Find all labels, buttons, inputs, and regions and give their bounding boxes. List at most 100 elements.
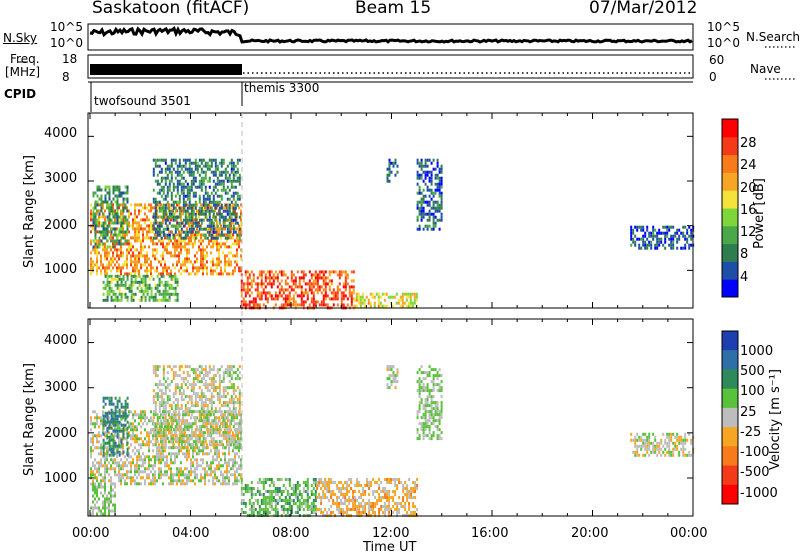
power-cell [423, 195, 425, 198]
velocity-cell [257, 490, 259, 493]
power-cell [205, 171, 207, 174]
power-cell [185, 204, 187, 207]
velocity-cell [161, 413, 163, 416]
power-cell [441, 213, 443, 216]
velocity-cell [150, 431, 152, 434]
power-cell [185, 186, 187, 189]
velocity-cell [127, 415, 129, 418]
velocity-cell [153, 413, 155, 416]
power-cell [107, 204, 109, 207]
velocity-cell [245, 511, 247, 514]
power-cell [102, 248, 104, 251]
velocity-cell [171, 440, 173, 443]
power-cell [105, 201, 107, 204]
velocity-cell [212, 455, 214, 458]
power-cell [230, 245, 232, 248]
power-cell [195, 216, 197, 219]
velocity-cell [184, 476, 186, 479]
velocity-cell [138, 467, 140, 470]
power-cell [195, 192, 197, 195]
power-cell [161, 159, 163, 162]
power-cell [189, 186, 191, 189]
velocity-cell [112, 510, 114, 513]
power-cell [165, 162, 167, 165]
velocity-cell [226, 461, 228, 464]
velocity-cell [221, 422, 223, 425]
power-cell [236, 227, 238, 230]
velocity-cell [148, 473, 150, 476]
power-cell [162, 245, 164, 248]
power-cell [161, 231, 163, 234]
nsky-trace [90, 29, 692, 43]
power-cell [433, 204, 435, 207]
velocity-cell [218, 467, 220, 470]
velocity-cell [200, 458, 202, 461]
power-cell [222, 272, 224, 275]
power-cell [117, 189, 119, 192]
power-cell [109, 290, 111, 293]
velocity-cell [229, 413, 231, 416]
velocity-cell [228, 461, 230, 464]
power-cell [325, 276, 327, 279]
power-cell [437, 159, 439, 162]
velocity-cell [102, 513, 104, 516]
power-cell [125, 240, 127, 243]
power-cell [166, 272, 168, 275]
velocity-cell [203, 437, 205, 440]
velocity-cell [175, 389, 177, 392]
power-cell [676, 232, 678, 235]
power-cell [331, 279, 333, 282]
power-cell [163, 204, 165, 207]
velocity-cell [230, 434, 232, 437]
power-cell [389, 162, 391, 165]
velocity-cell [132, 434, 134, 437]
power-cell [341, 297, 343, 300]
power-cell [217, 183, 219, 186]
velocity-cell [234, 479, 236, 482]
velocity-cell [154, 455, 156, 458]
velocity-cell [144, 410, 146, 413]
power-cell [143, 284, 145, 287]
velocity-cell [240, 416, 242, 419]
velocity-cell [214, 470, 216, 473]
power-cell [397, 165, 399, 168]
power-cell [191, 189, 193, 192]
velocity-cell [160, 419, 162, 422]
velocity-cell [188, 479, 190, 482]
power-cell [207, 225, 209, 228]
power-cell [166, 242, 168, 245]
power-cell [378, 293, 380, 296]
velocity-cell [102, 464, 104, 467]
velocity-cell [227, 434, 229, 437]
power-cell [171, 204, 173, 207]
power-cell [192, 245, 194, 248]
power-cell [202, 257, 204, 260]
velocity-cell [148, 476, 150, 479]
power-cell [267, 270, 269, 273]
power-cell [157, 183, 159, 186]
velocity-cell [113, 415, 115, 418]
power-cell [127, 225, 129, 228]
power-cell [132, 221, 134, 224]
velocity-cell [180, 482, 182, 485]
velocity-cell [221, 380, 223, 383]
power-cell [191, 213, 193, 216]
velocity-cell [183, 428, 185, 431]
power-cell [261, 270, 263, 273]
velocity-cell [171, 368, 173, 371]
power-cell [115, 284, 117, 287]
velocity-cell [102, 495, 104, 498]
power-cell [180, 242, 182, 245]
velocity-cell [180, 473, 182, 476]
velocity-cell [138, 422, 140, 425]
velocity-cell [171, 434, 173, 437]
power-cell [171, 284, 173, 287]
power-cell [226, 272, 228, 275]
power-cell [425, 174, 427, 177]
power-cell [674, 235, 676, 238]
power-cell [107, 234, 109, 237]
power-cell [150, 236, 152, 239]
power-cell [163, 192, 165, 195]
power-cell [650, 232, 652, 235]
power-cell [191, 174, 193, 177]
